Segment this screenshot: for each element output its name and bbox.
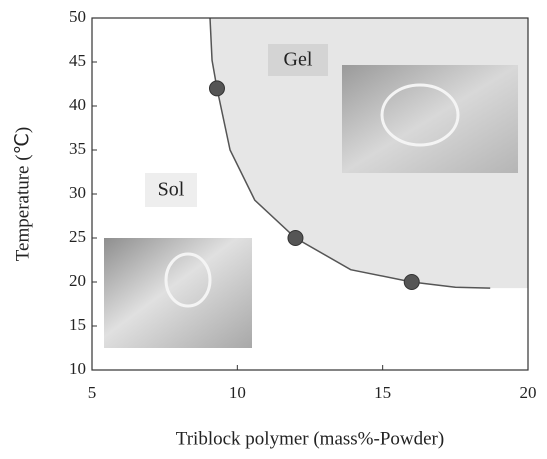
y-tick-label: 50	[69, 7, 86, 26]
y-tick-label: 20	[69, 271, 86, 290]
data-point	[403, 274, 420, 290]
sol-label: Sol	[158, 179, 185, 201]
x-tick-label: 20	[520, 383, 537, 402]
y-tick-label: 40	[69, 95, 86, 114]
phase-boundary	[209, 17, 491, 289]
gel-photo	[342, 65, 518, 173]
y-axis-label: Temperature (℃)	[12, 127, 33, 261]
y-tick-label: 35	[69, 139, 86, 158]
y-tick-label: 10	[69, 359, 86, 378]
x-axis-label: Triblock polymer (mass%-Powder)	[176, 428, 444, 449]
y-tick-label: 25	[69, 227, 86, 246]
y-tick-label: 45	[69, 51, 86, 70]
photo-glass	[380, 83, 460, 147]
photo-glass	[164, 252, 212, 308]
y-tick-label: 15	[69, 315, 86, 334]
x-tick-label: 5	[88, 383, 97, 402]
gel-label: Gel	[284, 49, 313, 71]
x-tick-label: 10	[229, 383, 246, 402]
gel-label-box	[268, 44, 328, 76]
x-tick-label: 15	[374, 383, 391, 402]
sol-photo	[104, 238, 252, 348]
data-point	[208, 80, 225, 97]
sol-label-box	[145, 173, 197, 207]
y-tick-label: 30	[69, 183, 86, 202]
data-point	[287, 230, 304, 246]
